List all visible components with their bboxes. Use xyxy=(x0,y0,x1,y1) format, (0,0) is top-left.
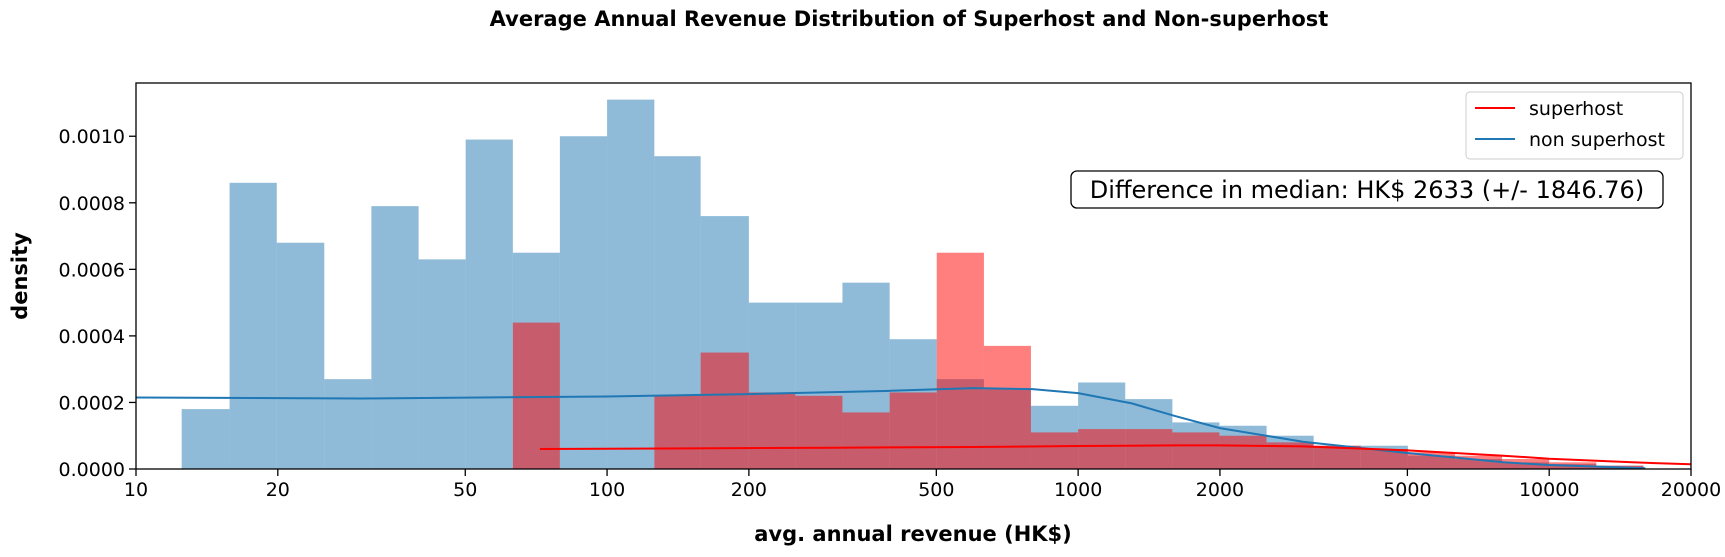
plot-frame xyxy=(135,82,1692,470)
bar-non-superhost xyxy=(465,139,513,469)
bar-non-superhost xyxy=(418,259,466,469)
legend-label-superhost: superhost xyxy=(1529,98,1623,120)
bar-superhost xyxy=(983,345,1031,469)
bar-non-superhost xyxy=(181,409,230,469)
y-axis-title: density xyxy=(8,232,32,320)
bar-superhost xyxy=(842,412,890,469)
legend-label-non-superhost: non superhost xyxy=(1529,129,1665,151)
x-tick-label: 100 xyxy=(589,479,625,501)
y-tick-label: 0.0008 xyxy=(59,193,125,215)
annotation-text: Difference in median: HK$ 2633 (+/- 1846… xyxy=(1090,176,1644,204)
bar-superhost xyxy=(1030,432,1079,469)
bar-superhost xyxy=(748,392,796,469)
histogram-bars xyxy=(181,99,1644,470)
x-tick-label: 20000 xyxy=(1661,479,1721,501)
bar-superhost xyxy=(936,252,984,469)
x-axis-ticks: 10 20 50 100 200 500 1000 2000 5000 10000 20000 xyxy=(124,469,1721,501)
median-annotation: Difference in median: HK$ 2633 (+/- 1846… xyxy=(1070,170,1664,209)
x-axis-title: avg. annual revenue (HK$) xyxy=(754,522,1072,546)
x-tick-label: 1000 xyxy=(1054,479,1102,501)
bar-superhost xyxy=(700,352,749,469)
bar-superhost xyxy=(889,392,937,469)
y-axis-ticks: 0.0000 0.0002 0.0004 0.0006 0.0008 0.0010 xyxy=(59,126,136,481)
bar-superhost xyxy=(1078,429,1126,469)
bar-superhost xyxy=(1219,435,1267,469)
y-tick-label: 0.0000 xyxy=(59,459,125,481)
x-tick-label: 500 xyxy=(918,479,954,501)
x-tick-label: 200 xyxy=(731,479,767,501)
x-tick-label: 10 xyxy=(124,479,148,501)
x-tick-label: 10000 xyxy=(1519,479,1579,501)
bar-non-superhost xyxy=(607,99,655,469)
bar-non-superhost xyxy=(371,206,419,469)
y-tick-label: 0.0002 xyxy=(59,392,125,414)
kde-line-non-superhost xyxy=(135,387,1646,470)
y-tick-label: 0.0010 xyxy=(59,126,125,148)
bar-non-superhost xyxy=(559,136,608,469)
bar-non-superhost xyxy=(324,379,372,469)
chart-title: Average Annual Revenue Distribution of S… xyxy=(490,7,1329,31)
x-tick-label: 2000 xyxy=(1196,479,1244,501)
bar-superhost xyxy=(795,395,843,469)
bar-non-superhost xyxy=(229,182,277,470)
bar-non-superhost xyxy=(276,242,325,469)
y-tick-label: 0.0004 xyxy=(59,326,125,348)
bar-superhost xyxy=(1313,445,1361,469)
y-tick-label: 0.0006 xyxy=(59,259,125,281)
bar-superhost xyxy=(1172,432,1220,469)
x-tick-label: 20 xyxy=(266,479,290,501)
bar-superhost xyxy=(1360,449,1408,469)
kde-curves xyxy=(135,387,1692,470)
x-tick-label: 50 xyxy=(453,479,477,501)
bar-superhost xyxy=(1125,429,1173,469)
bar-superhost xyxy=(654,395,701,469)
legend: superhost non superhost xyxy=(1465,91,1684,160)
x-tick-label: 5000 xyxy=(1383,479,1431,501)
bar-superhost xyxy=(512,322,560,469)
legend-box xyxy=(1465,91,1684,160)
kde-line-superhost xyxy=(539,444,1692,466)
annotation-box xyxy=(1070,170,1664,209)
